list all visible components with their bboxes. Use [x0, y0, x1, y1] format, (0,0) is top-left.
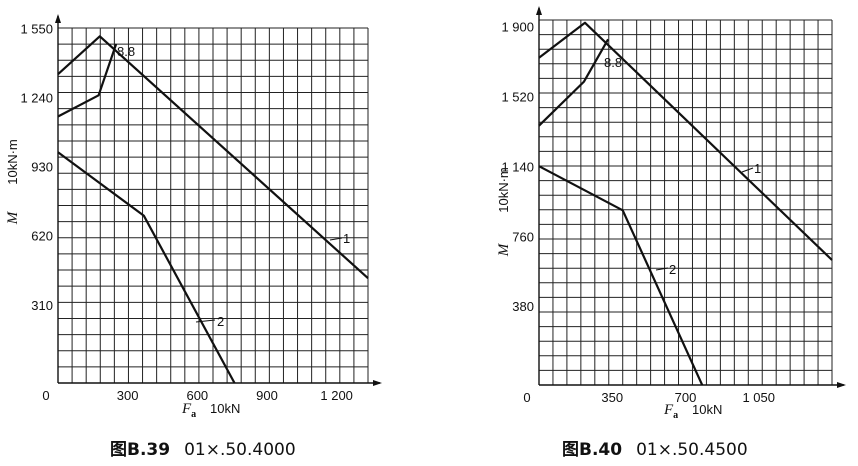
- grid-lines: [538, 19, 833, 386]
- y-axis-unit: 10kN·m: [5, 139, 20, 185]
- x-axis-arrow-icon: [373, 380, 382, 386]
- x-axis-unit: 10kN: [692, 402, 722, 417]
- x-axis-label: Fa: [181, 401, 196, 420]
- y-tick-label: 310: [31, 298, 53, 313]
- series-line-8-8: [538, 38, 610, 127]
- x-axis-unit: 10kN: [210, 401, 240, 416]
- origin-label: 0: [42, 388, 49, 403]
- series-line-1: [57, 35, 369, 280]
- y-tick-label: 1 240: [20, 90, 53, 105]
- x-tick-label: 1 050: [742, 390, 775, 405]
- y-axis-arrow-icon: [55, 14, 61, 23]
- y-axis-label: M: [496, 242, 512, 257]
- y-tick-label: 760: [512, 229, 534, 244]
- x-tick-label: 700: [675, 390, 697, 405]
- y-tick-label: 1 900: [501, 20, 534, 35]
- y-axis-label: M: [5, 210, 21, 225]
- chart-panel-b40: 0 350 700 1 050 380 760 1 140 1 520 1 900 M 10kN·m…: [496, 6, 846, 460]
- x-tick-label: 900: [256, 388, 278, 403]
- series-label: 8.8: [604, 55, 622, 70]
- y-tick-label: 930: [31, 160, 53, 175]
- chart-panel-b39: 0 300 600 900 1 200 310 620 930 1 240 1 550 M 10kN·…: [5, 14, 382, 460]
- figure-caption: 图B.39 01×.50.4000: [110, 440, 296, 460]
- y-tick-label: 1 550: [20, 21, 53, 36]
- y-tick-label: 1 520: [501, 90, 534, 105]
- series-leader-line: [329, 237, 343, 241]
- y-tick-label: 1 140: [501, 159, 534, 174]
- series-label: 2: [217, 314, 224, 329]
- x-tick-label: 350: [601, 390, 623, 405]
- grid-lines: [57, 27, 369, 384]
- y-tick-label: 380: [512, 299, 534, 314]
- origin-label: 0: [523, 390, 530, 405]
- y-axis-arrow-icon: [536, 6, 542, 15]
- series-leader-line: [655, 267, 669, 271]
- series-label: 2: [669, 262, 676, 277]
- series-line-2: [538, 165, 704, 386]
- figure-caption: 图B.40 01×.50.4500: [562, 440, 748, 460]
- x-tick-label: 300: [117, 388, 139, 403]
- y-tick-label: 620: [31, 229, 53, 244]
- series-line-1: [538, 21, 833, 261]
- y-axis-unit: 10kN·m: [496, 167, 511, 213]
- series-leader-line: [741, 167, 754, 173]
- series-line-2: [57, 151, 236, 384]
- x-tick-label: 600: [186, 388, 208, 403]
- series-label: 1: [754, 161, 761, 176]
- series-label: 1: [343, 231, 350, 246]
- series-label: 8.8: [117, 44, 135, 59]
- x-tick-label: 1 200: [320, 388, 353, 403]
- series-line-8-8: [57, 43, 118, 118]
- x-axis-arrow-icon: [837, 382, 846, 388]
- series-leader-line: [195, 319, 216, 323]
